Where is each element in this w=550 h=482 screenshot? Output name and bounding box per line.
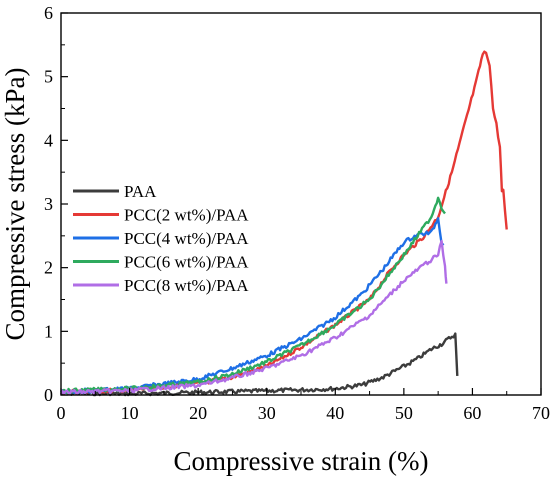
y-tick-label: 3 — [44, 194, 53, 214]
y-tick-label: 0 — [44, 385, 53, 405]
legend-label: PCC(8 wt%)/PAA — [124, 276, 249, 295]
y-axis-title: Compressive stress (kPa) — [0, 68, 30, 341]
plot-frame — [60, 12, 542, 396]
legend-label: PCC(2 wt%)/PAA — [124, 206, 249, 225]
x-tick-label: 40 — [326, 403, 344, 423]
y-tick-label: 1 — [44, 321, 53, 341]
series-line-3 — [60, 196, 446, 395]
series-line-0 — [60, 332, 459, 397]
series-line-4 — [59, 239, 448, 395]
axes-layer: 0 10 20 30 40 50 60 70 0 1 2 3 4 5 6 — [44, 3, 550, 423]
x-tick-label: 0 — [57, 403, 66, 423]
series-layer — [59, 50, 508, 397]
x-tick-label: 70 — [532, 403, 550, 423]
legend-label: PCC(4 wt%)/PAA — [124, 229, 249, 248]
x-tick-label: 10 — [121, 403, 139, 423]
legend-label: PCC(6 wt%)/PAA — [124, 253, 249, 272]
legend-label: PAA — [124, 182, 157, 201]
x-tick-label: 60 — [463, 403, 481, 423]
x-tick-label: 50 — [395, 403, 413, 423]
x-axis-title: Compressive strain (%) — [174, 446, 429, 476]
y-tick-label: 2 — [44, 258, 53, 278]
y-tick-label: 4 — [44, 130, 53, 150]
legend: PAA PCC(2 wt%)/PAA PCC(4 wt%)/PAA PCC(6 wt%… — [73, 182, 249, 295]
y-tick-label: 5 — [44, 67, 53, 87]
series-line-2 — [60, 217, 445, 395]
y-tick-label: 6 — [44, 3, 53, 23]
x-tick-label: 30 — [258, 403, 276, 423]
x-tick-label: 20 — [189, 403, 207, 423]
